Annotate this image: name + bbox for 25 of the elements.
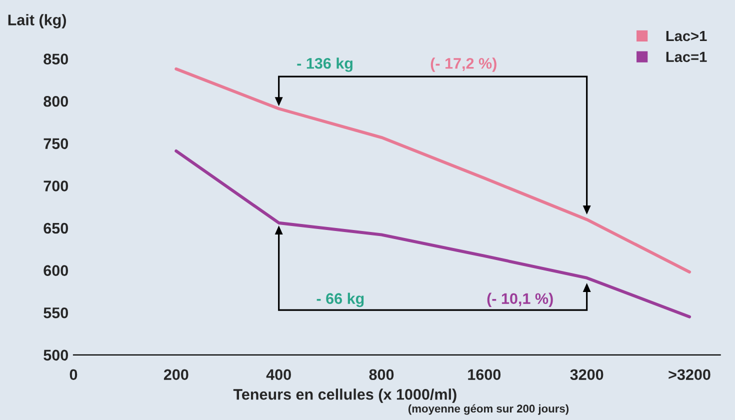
- line-series: [174, 149, 692, 318]
- y-tick-label: 650: [44, 222, 68, 234]
- x-axis-title: Teneurs en cellules (x 1000/ml): [233, 388, 456, 403]
- x-tick-label: 800: [369, 369, 394, 380]
- x-tick-label: >3200: [668, 369, 710, 380]
- y-tick-label: 600: [44, 265, 68, 276]
- y-tick-label: 700: [44, 180, 68, 192]
- x-tick-label: 1600: [468, 369, 501, 380]
- y-tick-label: 550: [44, 307, 68, 318]
- x-tick-label: 3200: [570, 369, 604, 380]
- y-tick-label: 750: [44, 138, 68, 150]
- annotation: - 136 kg: [297, 58, 352, 72]
- annotation: - 66 kg: [316, 292, 364, 308]
- x-tick-label: 0: [70, 369, 78, 380]
- legend-label: Lac=1: [666, 52, 707, 62]
- annotation: (- 17,2 %): [430, 58, 496, 72]
- y-tick-label: 500: [44, 350, 68, 361]
- text: (moyenne géom sur 200 jours): [408, 404, 569, 415]
- y-tick-label: 800: [44, 96, 68, 107]
- annotation: (- 10,1 %): [487, 292, 553, 308]
- legend-label: Lac>1: [666, 31, 707, 42]
- y-axis-title: Lait (kg): [8, 14, 66, 28]
- x-tick-label: 400: [266, 369, 291, 380]
- y-tick-label: 850: [44, 54, 68, 64]
- x-tick-label: 200: [164, 369, 188, 380]
